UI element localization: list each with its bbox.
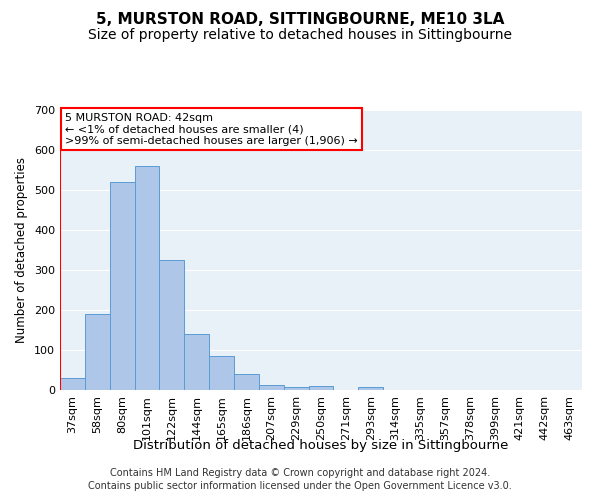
Bar bbox=[234, 374, 259, 390]
Text: Size of property relative to detached houses in Sittingbourne: Size of property relative to detached ho… bbox=[88, 28, 512, 42]
Bar bbox=[60, 378, 85, 390]
Bar bbox=[134, 166, 160, 390]
Bar bbox=[259, 385, 284, 390]
Bar bbox=[110, 182, 134, 390]
Bar bbox=[160, 260, 184, 390]
Text: 5 MURSTON ROAD: 42sqm
← <1% of detached houses are smaller (4)
>99% of semi-deta: 5 MURSTON ROAD: 42sqm ← <1% of detached … bbox=[65, 113, 358, 146]
Text: Distribution of detached houses by size in Sittingbourne: Distribution of detached houses by size … bbox=[133, 440, 509, 452]
Text: Contains public sector information licensed under the Open Government Licence v3: Contains public sector information licen… bbox=[88, 481, 512, 491]
Text: Contains HM Land Registry data © Crown copyright and database right 2024.: Contains HM Land Registry data © Crown c… bbox=[110, 468, 490, 477]
Text: 5, MURSTON ROAD, SITTINGBOURNE, ME10 3LA: 5, MURSTON ROAD, SITTINGBOURNE, ME10 3LA bbox=[96, 12, 504, 28]
Bar bbox=[308, 386, 334, 390]
Y-axis label: Number of detached properties: Number of detached properties bbox=[16, 157, 28, 343]
Bar bbox=[358, 387, 383, 390]
Bar bbox=[184, 334, 209, 390]
Bar bbox=[85, 314, 110, 390]
Bar bbox=[284, 387, 308, 390]
Bar bbox=[209, 356, 234, 390]
